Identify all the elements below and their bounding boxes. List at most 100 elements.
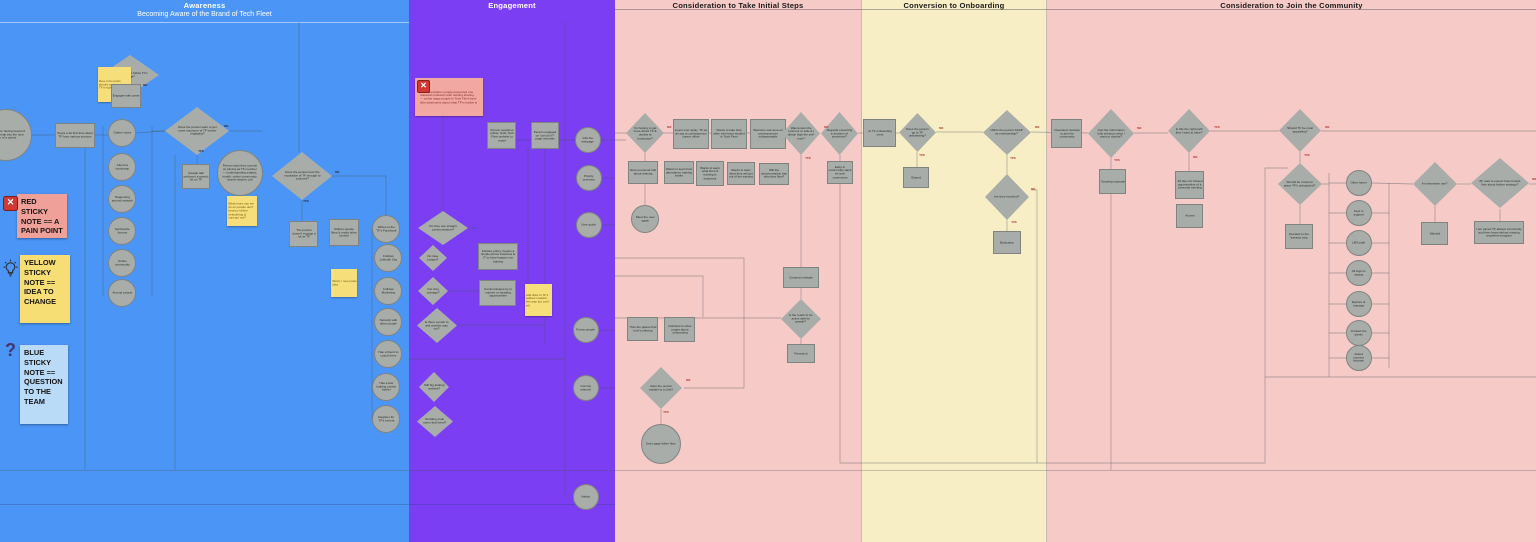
pain-sticky-note[interactable]: ✕ Our expectation: people presented one c… xyxy=(415,78,483,116)
section-title-engagement[interactable]: Engagement xyxy=(488,1,536,10)
process-step[interactable]: Person engaged on 'can do it?' page remo… xyxy=(531,122,559,149)
branch-label-no: No xyxy=(143,84,148,88)
process-step[interactable]: All day not missed opportunities of it; … xyxy=(1175,171,1204,199)
process-step[interactable]: The person doesn't engage a lot w/ TF xyxy=(289,221,318,247)
process-step[interactable]: I am joined TF always community and then… xyxy=(1474,221,1524,244)
touchpoint-circle[interactable]: Habits xyxy=(573,484,599,510)
branch-label-yes: Yes xyxy=(198,150,204,154)
touchpoint-circle[interactable]: Attend a bootcamp xyxy=(108,153,136,181)
process-step[interactable]: At TF onboarding meet xyxy=(863,119,896,147)
node-label: Wants to learn what they will get out of… xyxy=(729,168,753,179)
process-step[interactable]: Welcome war area on consequences indispe… xyxy=(750,119,786,149)
touchpoint-circle[interactable]: User guide xyxy=(576,212,602,238)
node-label: By road to expect how crowds lists about… xyxy=(1479,179,1521,187)
section-title-conversion-onboarding[interactable]: Conversion to Onboarding xyxy=(903,1,1005,10)
branch-label-yes: Yes xyxy=(303,200,309,204)
process-step[interactable]: Alumni xyxy=(1176,204,1203,228)
touchpoint-circle[interactable]: Forms people xyxy=(573,317,599,343)
node-label: Visit the webpage xyxy=(581,136,595,144)
process-step[interactable]: How the places find tech's offering xyxy=(627,317,658,341)
node-label: Gives personal info about training xyxy=(629,169,657,176)
node-label: Has a fast looking course further xyxy=(376,381,396,393)
process-step[interactable]: Wants to take how often who have studied… xyxy=(711,119,747,149)
touchpoint-circle[interactable]: Asked connect keynote xyxy=(1346,345,1372,371)
node-label: Alumni xyxy=(1184,214,1195,218)
process-step[interactable]: Person searches online; finds Tech Fleet… xyxy=(487,122,516,149)
section-title-consideration-initial-steps[interactable]: Consideration to Take Initial Steps xyxy=(672,1,804,10)
touchpoint-circle[interactable]: Happening around network xyxy=(108,185,136,213)
branch-label-no: No xyxy=(824,126,829,130)
touchpoint-circle[interactable]: Priority overview xyxy=(576,165,602,191)
touchpoint-circle[interactable]: Kept in support xyxy=(1346,200,1372,226)
divider-line xyxy=(1046,0,1047,542)
section-title-awareness[interactable]: Awareness xyxy=(183,1,226,10)
process-step[interactable]: Research xyxy=(787,344,815,363)
process-step[interactable]: Google talk performs a search hit on TF xyxy=(182,164,210,189)
node-label: Is this the right path that I want to ha… xyxy=(1175,127,1203,135)
process-step[interactable]: Common mistake xyxy=(783,267,819,288)
touchpoint-circle[interactable]: Writes to the TF's Facebook xyxy=(372,215,400,243)
touchpoint-circle[interactable]: Meet the user again xyxy=(631,205,659,233)
process-step[interactable]: Follows policy; begins a simple phone bu… xyxy=(478,243,518,270)
touchpoint-circle[interactable]: Person says they commit on joining as TF… xyxy=(217,150,263,196)
touchpoint-circle[interactable]: All login is saying xyxy=(1346,260,1372,286)
process-step[interactable]: Early in community slack w/ tech connect… xyxy=(827,161,853,184)
touchpoint-circle[interactable]: Follows LinkedIn Org xyxy=(374,244,402,272)
divider-line xyxy=(0,22,409,23)
legend-bulb-sticky[interactable]: YELLOW STICKY NOTE == IDEA TO CHANGE xyxy=(20,255,70,323)
process-step[interactable]: Communicates by to explore or heading op… xyxy=(479,280,516,306)
touchpoint-circle[interactable]: Other forum xyxy=(1346,170,1372,196)
idea-sticky-note[interactable]: What more can we do so people don't boun… xyxy=(227,196,257,226)
touchpoint-circle[interactable]: LMS path xyxy=(1346,230,1372,256)
node-label: Network with other people xyxy=(379,318,397,326)
node-label: Growing manuals xyxy=(1100,179,1125,184)
touchpoint-circle[interactable]: Has a fast looking course further xyxy=(372,373,400,401)
process-step[interactable]: Growing manuals xyxy=(1099,169,1126,194)
node-label: Early in community slack w/ tech connect… xyxy=(828,165,852,180)
section-title-consideration-community[interactable]: Consideration to Join the Community xyxy=(1220,1,1363,10)
process-step[interactable]: Will the documentation has who they flow… xyxy=(759,163,789,185)
process-step[interactable]: Engages with posts xyxy=(111,84,141,108)
node-label: Decided to the 'training' step xyxy=(1289,233,1309,240)
process-step[interactable]: Decided to the 'training' step xyxy=(1285,224,1313,249)
touchpoint-circle[interactable]: Gather notes xyxy=(108,119,136,147)
process-step[interactable]: Learn over apply: TF as an org or conseq… xyxy=(673,119,709,149)
touchpoint-circle[interactable]: Has a friend to coach them xyxy=(374,340,402,368)
node-label: I'm hoping to get more about TF & doubts… xyxy=(633,126,657,140)
process-step[interactable]: Hears a lot first time about TF from var… xyxy=(55,123,95,148)
touchpoint-circle[interactable]: Online community xyxy=(108,249,136,277)
touchpoint-circle[interactable]: Network with other people xyxy=(374,308,402,336)
process-step[interactable]: Wants to learn what they will get out of… xyxy=(727,162,755,185)
idea-sticky-note[interactable]: Add links to TF's walked creation; this … xyxy=(525,284,552,316)
touchpoint-circle[interactable]: Around people xyxy=(108,279,136,307)
node-label: Regards expecting a decision of sometime… xyxy=(826,128,853,139)
legend-x-sticky[interactable]: RED STICKY NOTE == A PAIN POINT xyxy=(17,194,67,238)
process-step[interactable]: Wants to learn what kind of training is … xyxy=(696,161,724,186)
touchpoint-circle[interactable]: Comms channel xyxy=(573,375,599,401)
touchpoint-circle[interactable]: Explore & manage xyxy=(1346,291,1372,317)
process-step[interactable]: Shared xyxy=(903,167,929,188)
touchpoint-circle[interactable]: Visit the webpage xyxy=(575,127,601,153)
process-step[interactable]: Interested: decides to join the communit… xyxy=(1051,119,1082,148)
node-label: Initial need: having heard of people bre… xyxy=(0,129,25,141)
node-label: Is there a push to ask another way out? xyxy=(425,320,449,331)
node-label: Google talk performs a search hit on TF xyxy=(183,171,209,182)
node-label: Utilize the person ASAP as membership? xyxy=(990,129,1024,136)
touchpoint-circle[interactable]: Uses page folder flow xyxy=(641,424,681,464)
process-step[interactable]: Wants to learn how attendance training w… xyxy=(664,161,694,184)
touchpoint-circle[interactable]: Follows Marketing xyxy=(374,277,402,305)
legend-question-sticky[interactable]: BLUE STICKY NOTE == QUESTION TO THE TEAM xyxy=(20,345,68,424)
process-step[interactable]: Wanted xyxy=(1421,222,1448,245)
touchpoint-circle[interactable]: Register for TF's events xyxy=(372,405,400,433)
touchpoint-circle[interactable]: Synthesize forums xyxy=(108,217,136,245)
process-step[interactable]: Bootcamp xyxy=(993,231,1021,254)
process-step[interactable]: Go/show to other pages about onboarding xyxy=(664,317,695,342)
process-step[interactable]: Utilizes people likes & reads other cont… xyxy=(329,219,359,246)
node-label: Wants to learn what kind of training is … xyxy=(700,166,720,181)
node-label: At TF onboarding meet xyxy=(867,129,892,137)
touchpoint-circle[interactable]: Contact the admin xyxy=(1346,320,1372,346)
node-label: Go/show to other pages about onboarding xyxy=(667,324,692,335)
process-step[interactable]: Gives personal info about training xyxy=(628,161,658,184)
idea-sticky-note[interactable]: Warm / new posts idea xyxy=(331,269,357,297)
node-label: Explore & manage xyxy=(1352,300,1366,308)
